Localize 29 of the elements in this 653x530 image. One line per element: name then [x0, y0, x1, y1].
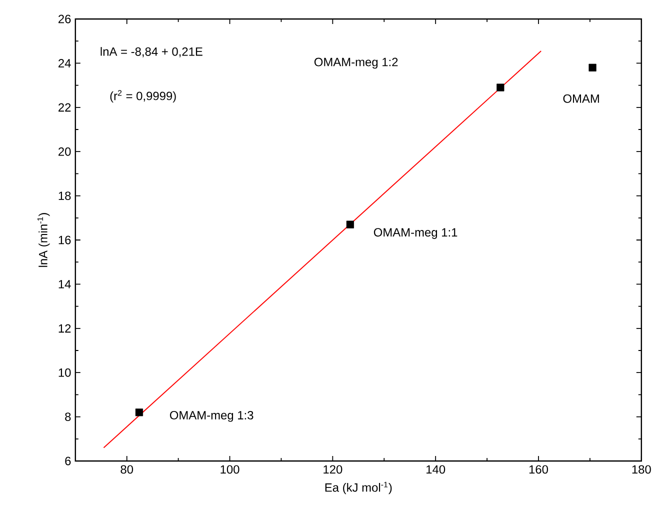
- y-tick-label: 12: [58, 324, 71, 333]
- y-tick-label: 22: [58, 103, 71, 112]
- annotation: lnA = -8,84 + 0,21E: [100, 47, 202, 58]
- y-tick-label: 14: [58, 280, 71, 288]
- y-tick-label: 26: [58, 14, 71, 24]
- annotation: OMAM-meg 1:2: [314, 58, 398, 69]
- y-tick-label: 18: [58, 192, 71, 200]
- y-tick-label: 10: [58, 368, 71, 377]
- y-tick-label: 20: [58, 147, 71, 156]
- y-tick-label: 24: [58, 59, 71, 68]
- x-tick-label: 120: [324, 465, 342, 474]
- x-tick-label: 140: [426, 465, 446, 474]
- point: [496, 84, 504, 92]
- y-tick-label: 6: [65, 456, 71, 466]
- y-axis-title: lnA (min$^{-1}$): [37, 213, 50, 267]
- x-axis-title: Ea (kJ mol$^{-1}$): [325, 482, 392, 494]
- x-tick-label: 160: [529, 465, 548, 474]
- y-tick-label: 8: [65, 412, 71, 422]
- annotation: OMAM-meg 1:1: [374, 228, 458, 239]
- x-tick-label: 100: [220, 465, 240, 474]
- y-tick-label: 16: [58, 236, 71, 244]
- annotation: OMAM: [563, 94, 599, 103]
- x-tick-label: 80: [120, 465, 134, 474]
- annotation: (r$^{2}$ = 0,9999): [110, 90, 176, 103]
- point: [346, 220, 354, 228]
- point: [135, 408, 144, 416]
- x-tick-label: 180: [632, 465, 651, 474]
- annotation: OMAM-meg 1:3: [170, 410, 254, 422]
- point: [588, 64, 596, 72]
